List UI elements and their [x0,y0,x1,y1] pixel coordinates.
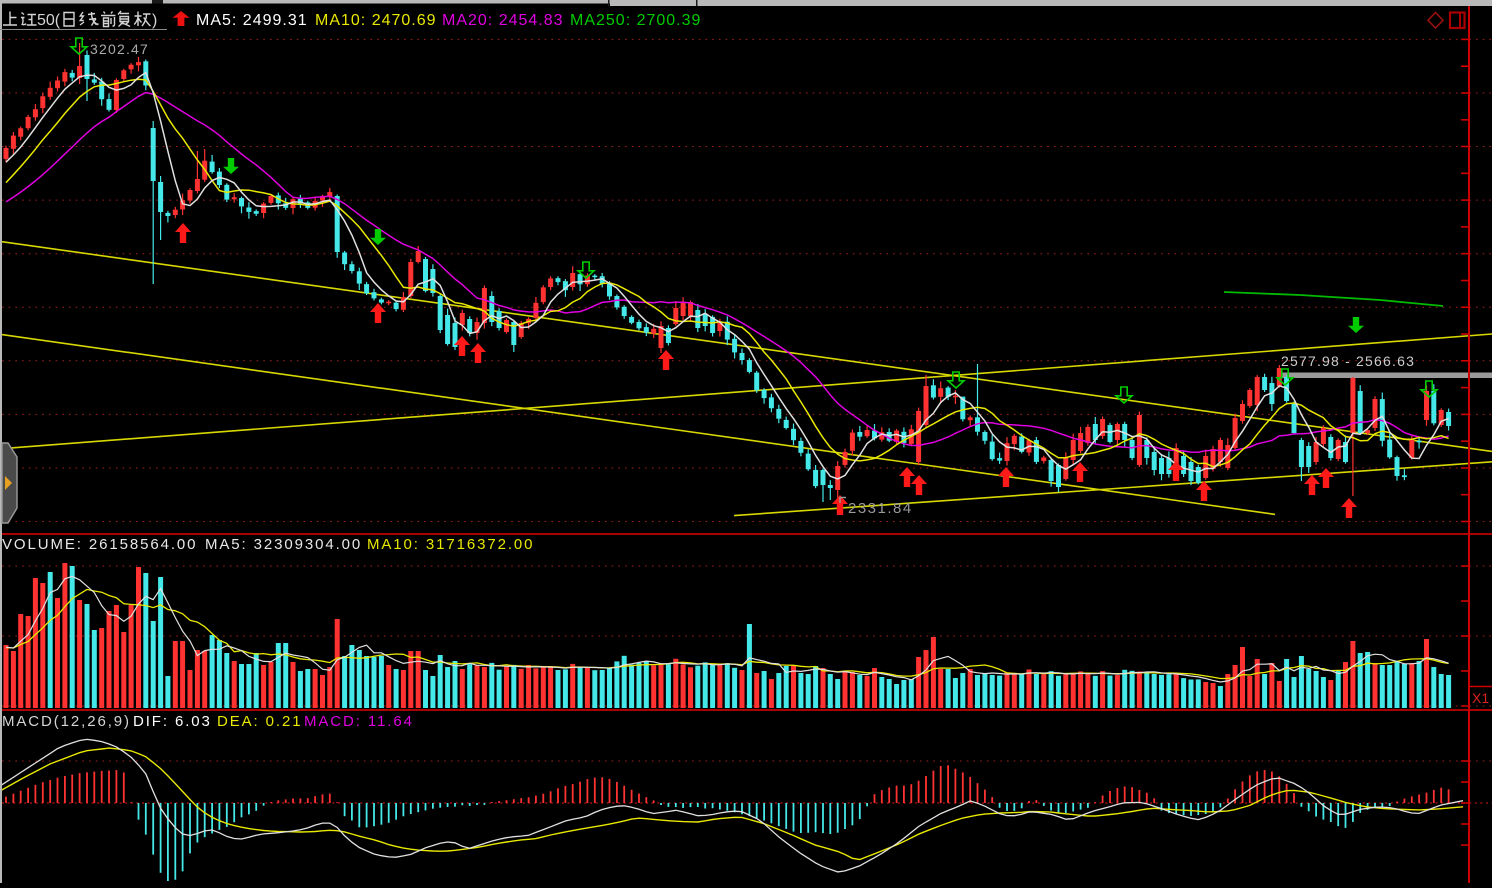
svg-text:): ) [152,12,157,29]
svg-text:3202.47: 3202.47 [90,41,149,57]
svg-text:MA10: 2470.69: MA10: 2470.69 [315,12,437,29]
svg-text:VOLUME: 26158564.00: VOLUME: 26158564.00 [2,536,197,553]
svg-text:MA250: 2700.39: MA250: 2700.39 [570,12,701,29]
svg-text:MACD(12,26,9): MACD(12,26,9) [2,713,131,730]
svg-text:MA20: 2454.83: MA20: 2454.83 [442,12,564,29]
svg-text:2577.98 - 2566.63: 2577.98 - 2566.63 [1281,353,1415,369]
svg-text:2331.84: 2331.84 [848,500,913,517]
svg-text:DIF: 6.03: DIF: 6.03 [133,713,212,730]
svg-text:MA5: 2499.31: MA5: 2499.31 [196,12,308,29]
svg-text:50(: 50( [37,12,61,29]
svg-text:.: . [96,12,100,29]
svg-text:X1: X1 [1472,690,1489,706]
svg-text:MA10: 31716372.00: MA10: 31716372.00 [367,536,534,553]
svg-text:MA5: 32309304.00: MA5: 32309304.00 [205,536,362,553]
svg-text:DEA: 0.21: DEA: 0.21 [217,713,302,730]
svg-text:MACD: 11.64: MACD: 11.64 [304,713,414,730]
